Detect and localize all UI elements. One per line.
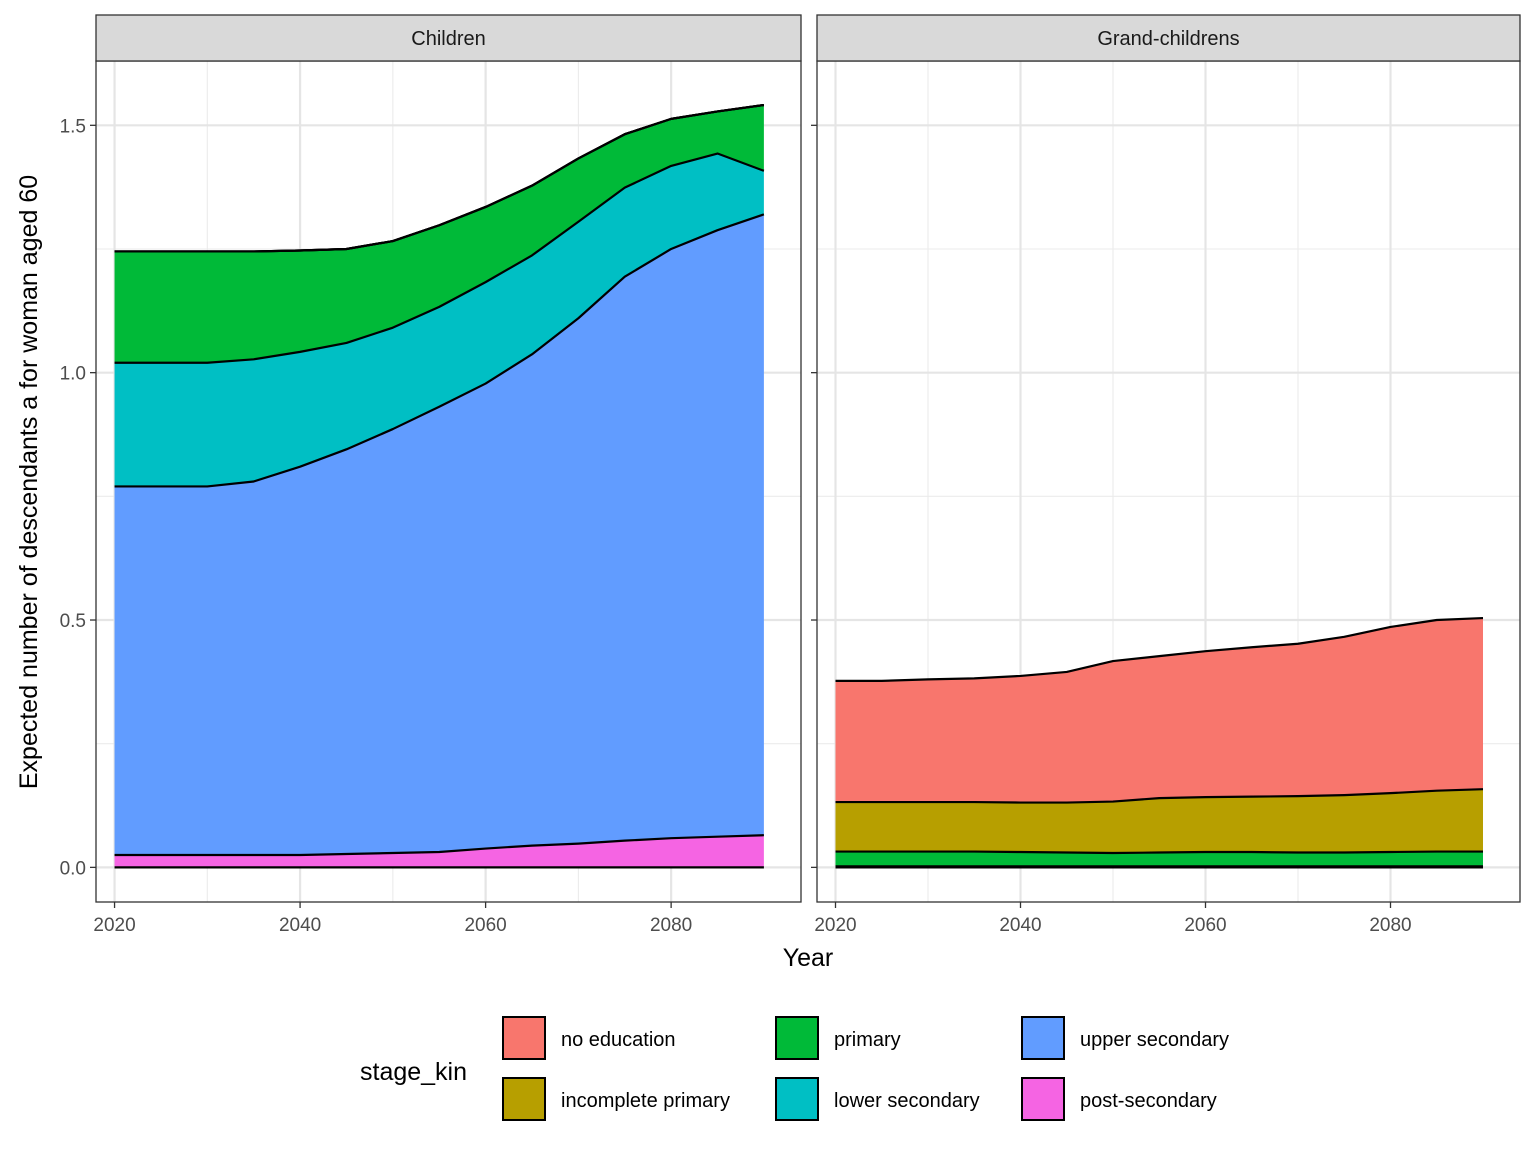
legend-label: lower secondary: [834, 1090, 980, 1112]
facet-strip-label: Grand-childrens: [1097, 28, 1239, 50]
legend-item: post-secondary: [1021, 1077, 1217, 1121]
area-outline-primary: [835, 850, 1483, 855]
legend-key-swatch: [502, 1077, 546, 1121]
area-outline-lower-secondary: [114, 152, 765, 364]
y-axis-title: Expected number of descendants a for wom…: [15, 175, 43, 789]
legend-key-swatch: [775, 1077, 819, 1121]
legend: stage_kin no education incomplete primary p…: [360, 1016, 1229, 1121]
legend-item: primary: [775, 1016, 901, 1060]
legend-label: post-secondary: [1080, 1090, 1217, 1112]
legend-key-swatch: [502, 1016, 546, 1060]
x-tick-label: 2040: [279, 915, 321, 936]
area-post-secondary: [114, 835, 764, 868]
y-tick-label: 0.0: [60, 858, 86, 879]
x-tick-label: 2040: [999, 915, 1041, 936]
area-upper-secondary: [114, 214, 764, 856]
legend-key-swatch: [1021, 1016, 1065, 1060]
x-axis-title: Year: [783, 944, 834, 972]
legend-label: incomplete primary: [561, 1090, 730, 1112]
area-outline-incomplete-primary: [835, 788, 1484, 804]
legend-item: lower secondary: [775, 1077, 980, 1121]
legend-item: incomplete primary: [502, 1077, 730, 1121]
legend-title: stage_kin: [360, 1058, 467, 1086]
x-tick-label: 2020: [814, 915, 856, 936]
area-no-education: [835, 618, 1483, 803]
x-tick-label: 2080: [1369, 915, 1411, 936]
panel-2: Grand-childrens 2020 2040 2060 2080: [811, 14, 1521, 936]
legend-label: primary: [834, 1029, 901, 1051]
legend-label: upper secondary: [1080, 1029, 1229, 1051]
y-tick-label: 0.5: [60, 611, 86, 632]
x-tick-label: 2060: [464, 915, 506, 936]
legend-key-swatch: [775, 1016, 819, 1060]
x-tick-label: 2080: [650, 915, 692, 936]
area-primary: [114, 105, 764, 363]
legend-item: no education: [502, 1016, 676, 1060]
x-tick-label: 2060: [1184, 915, 1226, 936]
y-tick-label: 1.5: [60, 116, 86, 137]
legend-item: upper secondary: [1021, 1016, 1229, 1060]
area-outline-upper-secondary: [114, 213, 765, 488]
x-tick-label: 2020: [93, 915, 135, 936]
panel-1: Children 2020 2040 2060 2080 0.0 0.5 1.0 1.5: [60, 14, 802, 936]
y-tick-label: 1.0: [60, 364, 86, 385]
area-incomplete-primary: [835, 789, 1483, 854]
area-outline-no-education: [835, 616, 1484, 682]
facet-strip: [816, 14, 1521, 62]
facet-strip: [95, 14, 802, 62]
area-outline-post-secondary: [114, 834, 764, 857]
facet-strip-label: Children: [411, 28, 485, 50]
area-outline-no-education: [114, 103, 765, 253]
area-lower-secondary: [114, 153, 764, 487]
legend-label: no education: [561, 1029, 676, 1051]
area-primary: [835, 851, 1483, 867]
legend-key-swatch: [1021, 1077, 1065, 1121]
